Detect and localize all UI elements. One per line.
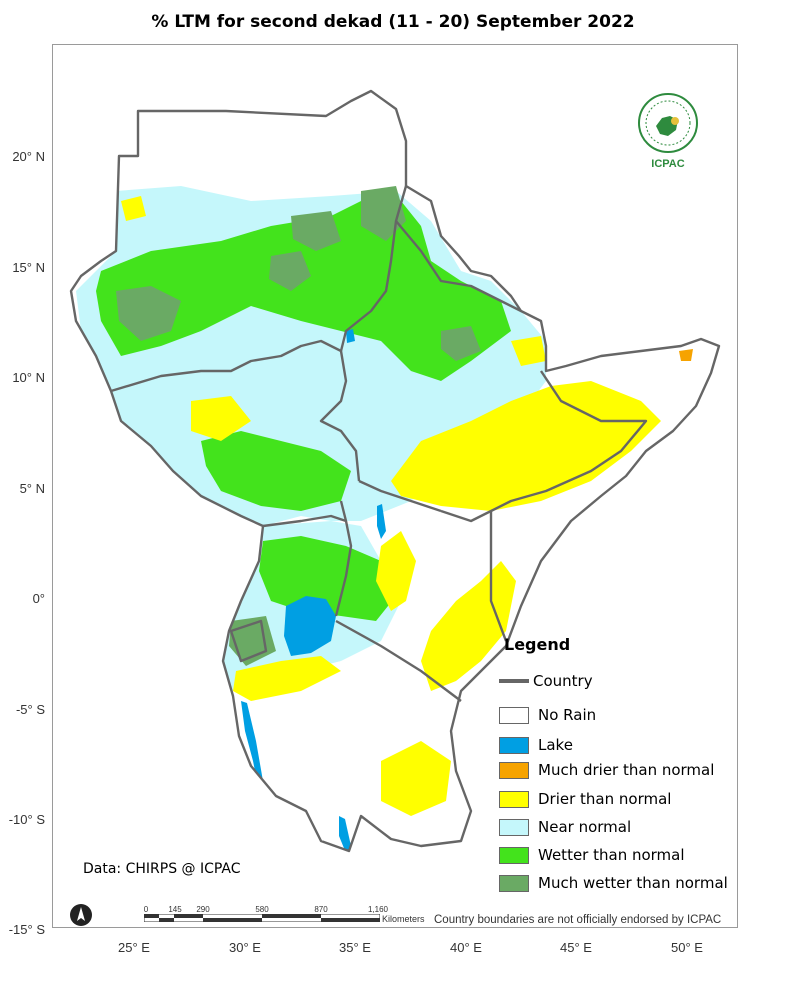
uganda-kenya-border <box>334 500 353 617</box>
latitude-label-10s: -10° S <box>8 812 45 827</box>
latitude-label-0: 0° <box>32 591 45 606</box>
region-outline <box>69 89 721 853</box>
legend-label: Country <box>533 672 593 690</box>
latitude-label-5n: 5° N <box>19 481 45 496</box>
lake-malawi <box>339 816 351 851</box>
legend-item-wetter: Wetter than normal <box>499 844 685 866</box>
much-wetter-zone-4 <box>441 326 481 361</box>
legend-label: Lake <box>538 736 573 754</box>
boundary-disclaimer: Country boundaries are not officially en… <box>434 914 722 926</box>
legend-item-lake: Lake <box>499 734 573 756</box>
lake-turkana <box>377 504 386 539</box>
legend-label: Much wetter than normal <box>538 874 728 892</box>
scale-tick: 1,160 <box>367 905 389 914</box>
country-boundaries <box>69 89 721 853</box>
scale-tick: 145 <box>168 905 182 914</box>
wetter-zone-north <box>96 191 511 381</box>
wetter-zone-uganda <box>259 536 396 621</box>
longitude-label-40e: 40° E <box>450 940 482 955</box>
much-wetter-zone-1 <box>116 286 181 341</box>
scale-tick: 290 <box>196 905 210 914</box>
drier-zone-southeast <box>381 741 451 816</box>
lake-tanganyika <box>241 701 263 791</box>
legend-swatch <box>499 761 529 779</box>
legend-label: Near normal <box>538 818 632 836</box>
legend-title: Legend <box>504 635 571 654</box>
latitude-label-10n: 10° N <box>12 370 45 385</box>
igad-icpac-logo: ICPAC <box>632 92 704 170</box>
kenya-tanzania-border <box>335 619 462 702</box>
wetter-zone-south-sudan <box>201 431 351 511</box>
legend-swatch <box>499 846 529 864</box>
much-drier-zone <box>679 349 693 361</box>
legend-item-much-wetter: Much wetter than normal <box>499 872 728 894</box>
legend-item-no-rain: No Rain <box>499 704 596 726</box>
longitude-label-45e: 45° E <box>560 940 592 955</box>
scale-bar <box>144 914 380 922</box>
much-wetter-zone-5 <box>291 211 341 251</box>
kenya-somalia-border <box>489 511 508 642</box>
scale-tick: 870 <box>314 905 328 914</box>
much-wetter-zone-2 <box>269 251 311 291</box>
uganda-south-sudan-border <box>262 514 347 528</box>
legend-item-near-normal: Near normal <box>499 816 631 838</box>
map-title: % LTM for second dekad (11 - 20) Septemb… <box>151 12 635 32</box>
igad-emblem-icon <box>638 93 698 153</box>
latitude-label-15s: -15° S <box>8 922 45 937</box>
legend-swatch <box>499 874 529 892</box>
drier-zone-central <box>191 396 251 441</box>
drier-zone-coast <box>421 561 516 691</box>
drier-zone-sudan-west <box>121 196 146 221</box>
legend-swatch <box>499 818 529 836</box>
longitude-label-35e: 35° E <box>339 940 371 955</box>
legend-swatch <box>499 790 529 808</box>
drier-zone-horn <box>391 381 661 511</box>
legend-label: Drier than normal <box>538 790 672 808</box>
legend-label: No Rain <box>538 706 597 724</box>
north-arrow-icon <box>69 903 93 931</box>
longitude-label-25e: 25° E <box>118 940 150 955</box>
ethiopia-kenya-border <box>358 479 442 513</box>
latitude-label-20n: 20° N <box>12 149 45 164</box>
map-canvas <box>69 89 721 853</box>
map-frame <box>52 44 738 928</box>
legend-item-much-drier: Much drier than normal <box>499 759 714 781</box>
sudan-south-sudan-border <box>110 339 361 482</box>
latitude-label-5s: -5° S <box>15 702 45 717</box>
legend-item-country: Country <box>499 670 593 692</box>
data-source-credit: Data: CHIRPS @ ICPAC <box>83 861 241 877</box>
lake-victoria <box>284 596 336 656</box>
drier-zone-tanzania-west <box>233 656 341 701</box>
rwanda-burundi-border <box>229 619 268 663</box>
drier-zone-kenya-north <box>376 531 416 611</box>
eritrea-ethiopia-border <box>395 220 522 313</box>
legend-label: Wetter than normal <box>538 846 685 864</box>
scale-unit-label: Kilometers <box>382 914 425 924</box>
legend-item-drier: Drier than normal <box>499 788 671 810</box>
longitude-label-50e: 50° E <box>671 940 703 955</box>
drier-zone-ethiopia-east <box>511 336 546 366</box>
legend-swatch <box>499 736 529 754</box>
latitude-label-15n: 15° N <box>12 260 45 275</box>
country-line-swatch <box>499 679 529 683</box>
legend-swatch <box>499 706 529 724</box>
scale-tick: 580 <box>255 905 269 914</box>
logo-caption: ICPAC <box>651 158 685 170</box>
legend-label: Much drier than normal <box>538 761 715 779</box>
ethiopia-somalia-border <box>440 370 648 523</box>
scale-tick: 0 <box>143 905 149 914</box>
lake-tana <box>346 329 355 343</box>
longitude-label-30e: 30° E <box>229 940 261 955</box>
